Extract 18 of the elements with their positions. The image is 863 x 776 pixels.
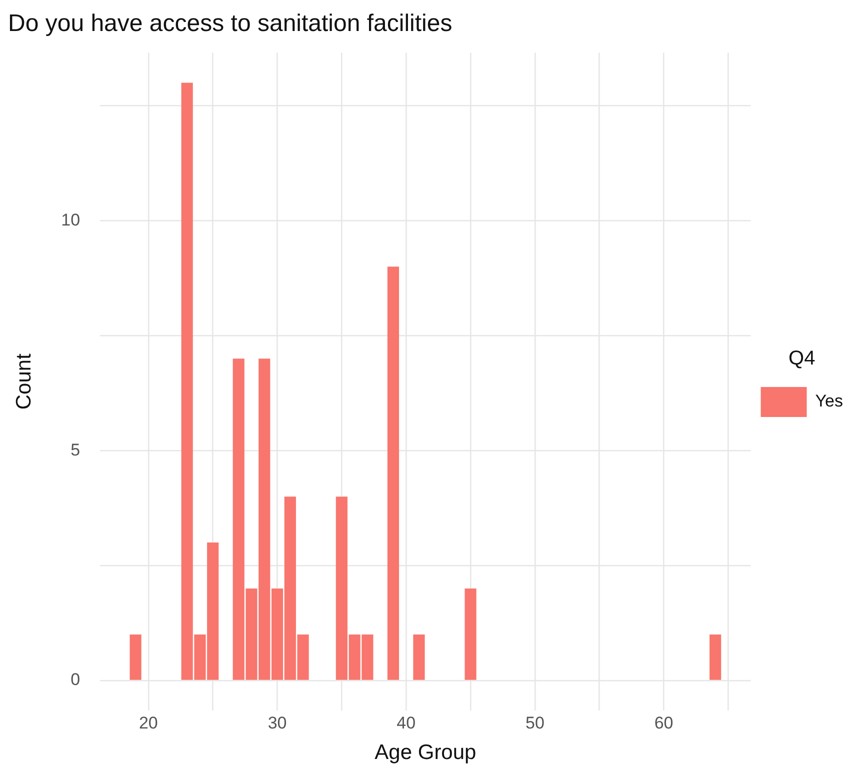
bar (413, 634, 425, 680)
x-tick-label: 30 (268, 713, 287, 732)
bar (387, 266, 400, 680)
bar (464, 588, 476, 680)
x-tick-label: 50 (525, 713, 544, 732)
x-tick-label: 60 (654, 713, 674, 732)
legend-label: Yes (815, 392, 843, 411)
bar (710, 634, 722, 680)
y-tick-label: 10 (61, 210, 80, 230)
legend-title: Q4 (788, 348, 816, 370)
y-tick-label: 5 (70, 440, 80, 460)
x-tick-label: 20 (138, 713, 158, 732)
bar (130, 634, 142, 680)
y-tick-label: 0 (70, 670, 80, 690)
y-axis-title: Count (12, 353, 36, 410)
chart-title: Do you have access to sanitation facilities (8, 10, 452, 38)
x-tick-label: 40 (396, 713, 416, 732)
x-axis-title: Age Group (374, 741, 476, 764)
